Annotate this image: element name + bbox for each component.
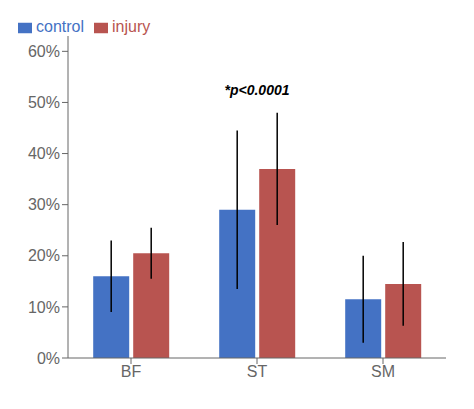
svg-text:60%: 60%	[28, 43, 60, 60]
svg-text:0%: 0%	[37, 350, 60, 367]
svg-text:10%: 10%	[28, 299, 60, 316]
svg-text:30%: 30%	[28, 196, 60, 213]
svg-text:SM: SM	[371, 363, 395, 380]
svg-text:40%: 40%	[28, 145, 60, 162]
html-text:injury: injury	[112, 18, 151, 35]
svg-text:ST: ST	[247, 363, 268, 380]
html-text:control: control	[36, 18, 84, 35]
svg-text:20%: 20%	[28, 247, 60, 264]
svg-text:50%: 50%	[28, 94, 60, 111]
svg-text:*p<0.0001: *p<0.0001	[225, 82, 290, 98]
svg-text:BF: BF	[121, 363, 142, 380]
